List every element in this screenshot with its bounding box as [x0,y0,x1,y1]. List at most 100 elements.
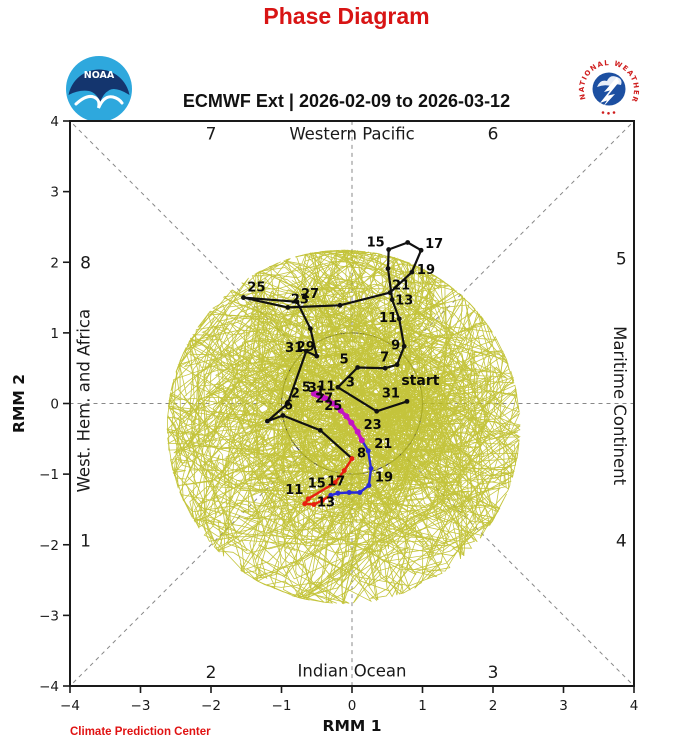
data-point [348,419,355,426]
y-tick-label: −4 [39,679,59,695]
point-label: 19 [417,263,435,278]
data-point [366,482,372,488]
point-label: 5 [302,380,311,395]
nws-logo-dot [612,111,616,114]
point-label: 1 [316,385,325,400]
y-tick-label: 3 [50,185,59,201]
series-forecast-week2 [328,437,374,498]
point-label: 2 [291,387,300,402]
data-point [317,427,323,433]
data-point [418,247,424,253]
ensemble-member [223,249,456,422]
phase-label-1: 1 [80,532,91,552]
region-label: Western Pacific [289,125,414,144]
nws-logo-cloud-icon [597,76,622,87]
data-point [389,297,395,303]
y-tick-label: 4 [50,114,59,130]
point-label: 27 [301,287,319,302]
data-point [310,390,317,397]
noaa-logo: NOAA [66,56,132,122]
data-point [337,407,344,414]
x-tick-label: −2 [201,698,221,714]
y-tick-label: 1 [50,326,59,342]
point-label: 21 [392,279,410,294]
data-point [329,400,336,407]
data-point [346,489,352,495]
x-tick-label: 3 [559,698,568,714]
data-point [335,384,341,390]
x-tick-label: −1 [272,698,292,714]
point-label: 15 [367,236,385,251]
page-title: Phase Diagram [263,3,430,29]
data-point [386,247,392,252]
data-point [294,299,300,305]
point-label: 5 [340,352,349,367]
data-point [285,401,291,406]
data-point [314,353,320,359]
ensemble-member [239,255,492,524]
point-label: 25 [324,399,342,414]
point-label: 13 [317,495,335,510]
nws-logo: NATIONAL WEATHER SERVICE [577,57,640,120]
data-point [319,497,325,503]
ensemble-member [189,290,514,549]
x-tick-label: 4 [630,698,639,714]
ensemble-member [329,253,514,527]
data-point [305,496,311,502]
phase-label-4: 4 [616,532,627,552]
point-label: 17 [327,474,345,489]
y-tick-label: 2 [50,255,59,271]
y-tick-label: −1 [39,467,59,483]
phase-label-8: 8 [80,253,91,273]
data-point [385,266,391,272]
ensemble-member [228,391,520,557]
point-label: 19 [375,470,393,485]
data-point [302,501,308,507]
point-label: 6 [284,399,293,414]
ensemble-member [203,331,451,574]
data-point [343,413,350,420]
ensemble-member [213,260,519,546]
phase-label-3: 3 [488,663,499,683]
ensemble-member [258,249,469,574]
point-label: start [401,373,439,389]
ensemble-member [173,263,449,554]
data-point [328,492,334,498]
data-point [357,489,363,495]
point-label: 23 [291,292,309,307]
data-point [335,490,341,496]
data-point [280,413,286,418]
nws-logo-lightning-icon [600,77,619,107]
data-point [358,437,365,444]
nws-logo-dot [601,111,605,114]
region-label: Indian Ocean [298,661,407,680]
data-point [365,448,371,454]
x-tick-label: 2 [489,698,498,714]
ensemble-member [252,262,511,506]
phase-label-2: 2 [206,663,217,683]
point-label: 21 [374,437,392,452]
point-label: 25 [247,281,265,296]
data-point [308,326,313,332]
noaa-logo-text: NOAA [84,70,115,81]
data-point [405,240,411,245]
point-label: 31 [285,341,303,356]
data-point [334,403,341,410]
ensemble-member [256,406,478,604]
series-forecast-week3plus [310,390,365,444]
noaa-logo-fan [68,69,130,102]
data-point [285,305,291,310]
point-label: 11 [317,380,335,395]
data-point [303,348,309,354]
data-point [311,501,317,507]
ensemble-members [166,249,521,605]
y-tick-label: 0 [50,397,59,413]
data-point [332,480,338,486]
ensemble-member [214,265,424,473]
y-tick-label: −3 [39,608,59,624]
data-point [409,269,415,275]
data-point [401,343,407,349]
